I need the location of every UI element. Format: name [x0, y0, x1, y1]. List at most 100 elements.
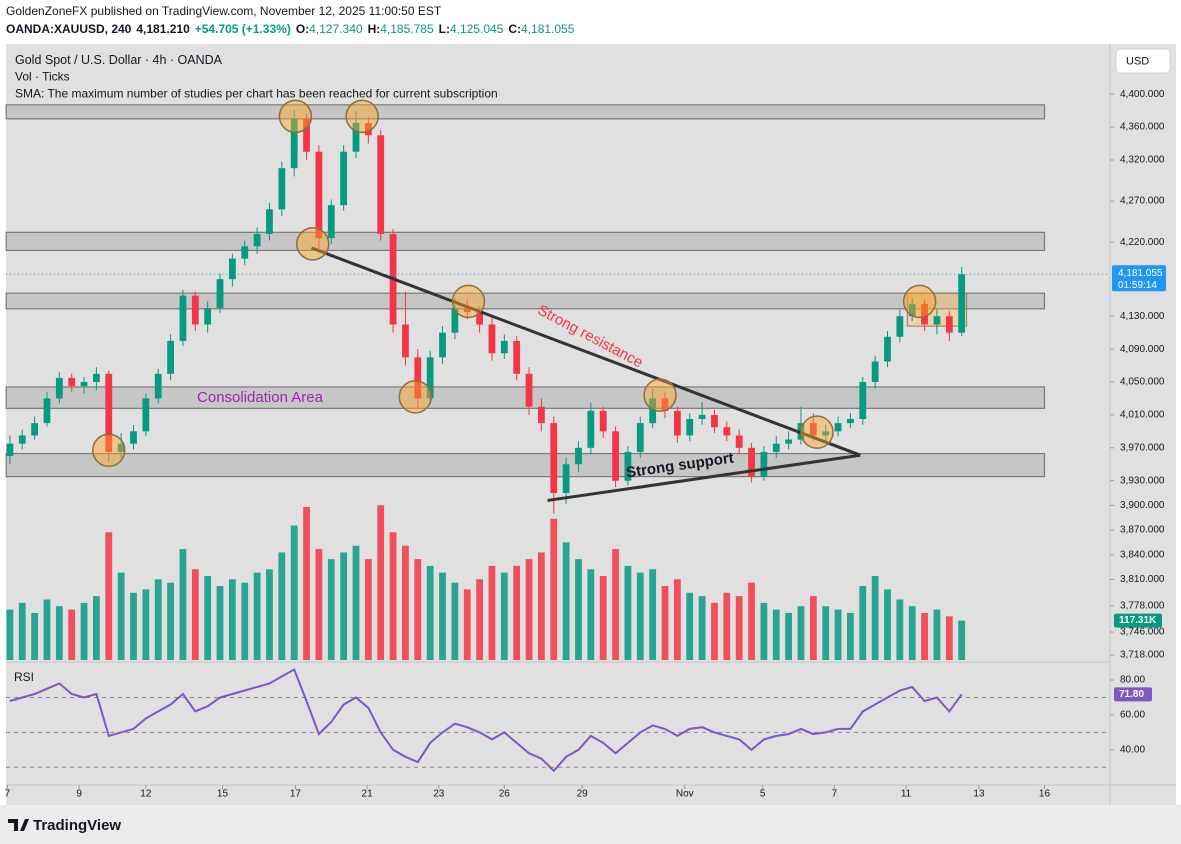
- candle-body: [216, 279, 224, 308]
- candle-body: [723, 427, 731, 436]
- header: GoldenZoneFX published on TradingView.co…: [6, 4, 575, 36]
- volume-label: 117.31K: [1119, 615, 1157, 626]
- candle-body: [315, 151, 323, 239]
- rsi-label: 71.80: [1119, 689, 1144, 700]
- candle-body: [772, 443, 780, 452]
- volume-bar: [241, 582, 249, 660]
- x-tick-label: 12: [140, 789, 152, 800]
- volume-bar: [439, 572, 446, 660]
- last-price-bg: [1112, 265, 1166, 292]
- candle-body: [55, 377, 63, 399]
- volume-bar: [43, 599, 51, 660]
- y-tick-label: 3,810.000: [1120, 574, 1165, 585]
- rsi-title: RSI: [14, 670, 34, 684]
- volume-bar: [364, 559, 372, 660]
- volume-bar: [105, 532, 113, 660]
- volume-bar: [624, 565, 632, 660]
- volume-bar: [216, 586, 224, 660]
- candle-body: [847, 419, 854, 424]
- ohlc-value: 4,125.045: [450, 22, 504, 36]
- x-tick-label: 7: [832, 789, 838, 800]
- candle-body: [327, 205, 335, 239]
- currency-button[interactable]: [1115, 48, 1171, 74]
- candle-body: [500, 340, 508, 354]
- candle-body: [6, 443, 14, 457]
- candle-body: [809, 423, 817, 436]
- zone: [5, 292, 1046, 310]
- candle-body: [290, 118, 298, 169]
- volume-bar: [748, 582, 755, 660]
- candle-body: [612, 431, 619, 481]
- y-tick-label: 4,360.000: [1120, 122, 1165, 133]
- candle-body: [253, 233, 261, 247]
- volume-bar: [204, 575, 212, 660]
- volume-bar: [426, 565, 434, 660]
- volume-bar: [402, 545, 409, 660]
- ohlc-key: C:: [508, 22, 521, 36]
- y-tick-label: 3,970.000: [1120, 442, 1165, 453]
- volume-bar: [612, 549, 619, 660]
- volume-bar: [80, 602, 88, 660]
- candle-body: [760, 451, 768, 477]
- candle-body: [735, 435, 743, 448]
- x-tick-label: 5: [760, 789, 766, 800]
- volume-bar: [587, 569, 595, 660]
- zone: [5, 452, 1046, 478]
- x-tick-label: 7: [5, 789, 11, 800]
- candle-body: [933, 316, 941, 325]
- volume-bar: [760, 602, 768, 660]
- candle-body: [426, 357, 434, 399]
- volume-bar: [896, 599, 904, 660]
- rsi-tick-label: 60.00: [1120, 710, 1145, 721]
- rsi-tick-label: 80.00: [1120, 675, 1145, 686]
- candle-body: [439, 332, 446, 358]
- candle-body: [822, 431, 830, 436]
- candle-body: [167, 340, 174, 374]
- ohlc-value: 4,181.055: [521, 22, 575, 36]
- candle-body: [204, 308, 212, 325]
- candle-body: [191, 295, 199, 325]
- volume-bar: [822, 606, 830, 660]
- volume-bar: [636, 572, 644, 660]
- candle-body: [241, 246, 249, 259]
- y-tick-label: 3,900.000: [1120, 500, 1165, 511]
- annotation: Consolidation Area: [197, 389, 324, 406]
- candle-body: [636, 423, 644, 452]
- trendline: [310, 246, 861, 457]
- candle-body: [130, 431, 137, 444]
- candle-body: [673, 410, 681, 436]
- volume-bar: [352, 545, 360, 660]
- candle-body: [377, 135, 385, 234]
- candle-body: [117, 443, 125, 452]
- volume-bar: [538, 552, 545, 660]
- ohlc-key: L:: [439, 22, 450, 36]
- candle-body: [154, 373, 162, 399]
- volume-bar: [723, 592, 731, 660]
- volume-bar: [154, 579, 162, 660]
- ohlc-value: 4,185.785: [380, 22, 434, 36]
- volume-bar: [513, 565, 521, 660]
- candle-body: [105, 373, 113, 452]
- y-tick-label: 4,010.000: [1120, 410, 1165, 421]
- legend-line: Vol · Ticks: [15, 70, 70, 84]
- candle-body: [142, 398, 150, 432]
- brand: TradingView: [33, 817, 121, 834]
- highlight-circle: [643, 378, 677, 412]
- volume-bar: [884, 589, 891, 660]
- highlight-circle: [398, 380, 433, 414]
- y-tick-label: 4,220.000: [1120, 237, 1165, 248]
- candle-body: [711, 414, 718, 428]
- candle-body: [896, 316, 904, 337]
- x-tick-label: 15: [217, 789, 229, 800]
- volume-bar: [698, 596, 706, 660]
- candle-body: [228, 258, 236, 280]
- currency: USD: [1126, 55, 1149, 67]
- candle-body: [649, 398, 657, 424]
- ohlc-key: H:: [368, 22, 381, 36]
- candle-body: [884, 336, 891, 362]
- countdown: 01:59:14: [1118, 280, 1157, 291]
- volume-bar: [179, 549, 187, 660]
- volume-bar: [945, 616, 953, 660]
